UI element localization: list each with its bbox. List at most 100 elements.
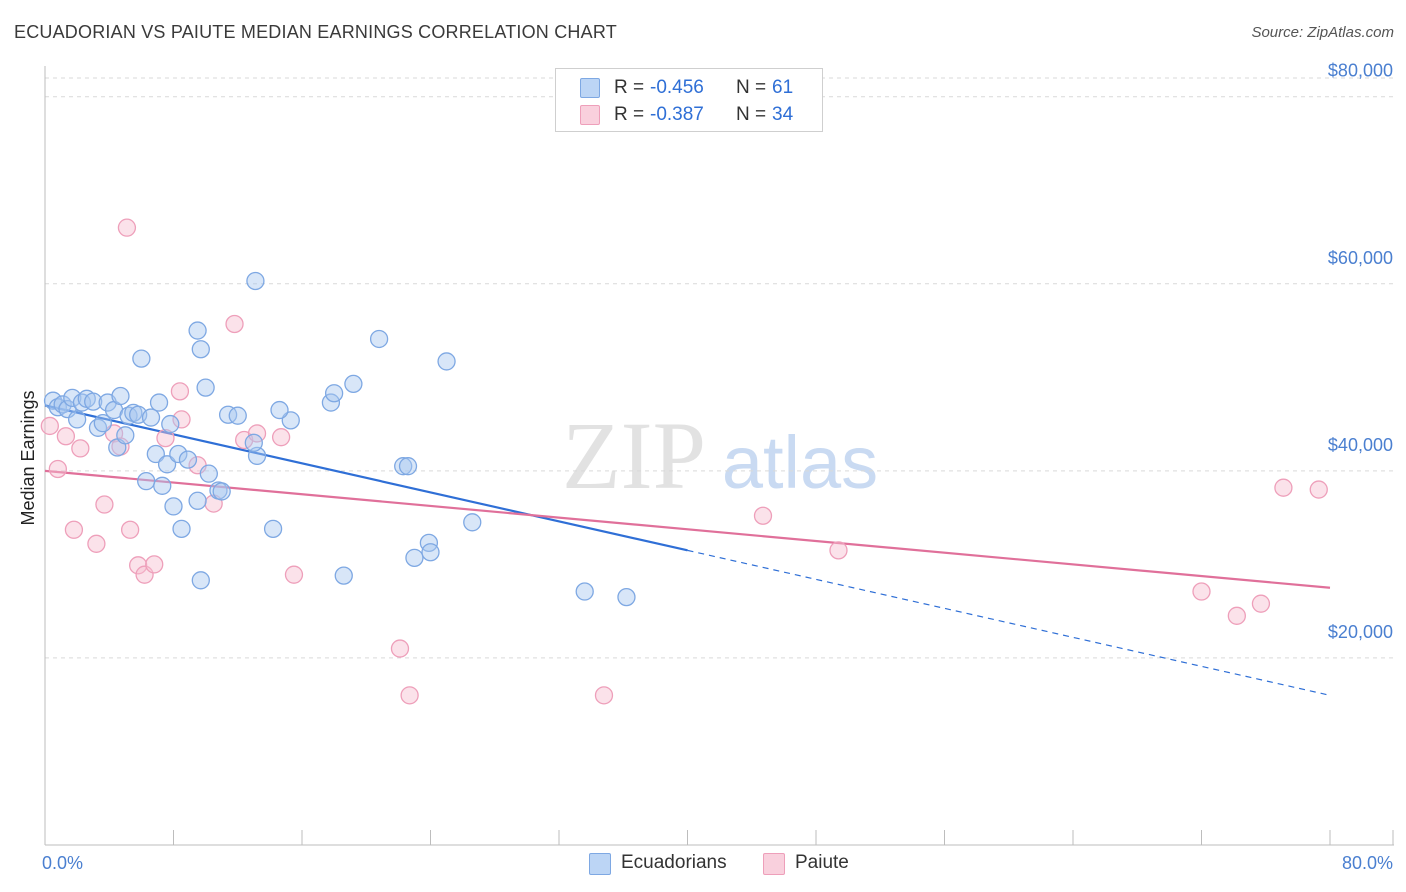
- paiute-point: [1192, 582, 1211, 601]
- y-axis-label: Median Earnings: [18, 390, 38, 525]
- ecuadorian-point: [137, 471, 156, 491]
- paiute-point: [56, 427, 76, 446]
- ecuadorian-trend-line: [44, 404, 688, 552]
- ecuadorian-point: [149, 393, 169, 412]
- ecuadorian-point: [405, 548, 424, 567]
- ecuadorian-point: [398, 457, 418, 476]
- ecuadorian-point: [178, 450, 198, 469]
- source-credit: Source: ZipAtlas.com: [1251, 24, 1394, 41]
- ecuadorian-point: [172, 519, 191, 538]
- legend-swatch-blue: [580, 78, 600, 98]
- paiute-point: [120, 520, 140, 539]
- ecuadorian-point: [188, 321, 207, 340]
- bottom-legend-swatch-pink: [763, 853, 785, 875]
- correlation-legend: R = -0.456 N = 61 R = -0.387 N = 34: [555, 68, 823, 132]
- paiute-point: [1274, 478, 1293, 497]
- paiute-point: [156, 428, 175, 448]
- paiute-point: [170, 382, 190, 401]
- y-tick-label: $20,000: [1328, 622, 1393, 642]
- ecuadorian-point: [199, 464, 218, 483]
- paiute-point: [71, 439, 90, 458]
- paiute-point: [95, 495, 114, 514]
- x-tick-label-min: 0.0%: [42, 853, 83, 873]
- bottom-legend-swatch-blue: [589, 853, 611, 875]
- ecuadorian-point: [63, 388, 82, 408]
- ecuadorian-point: [228, 406, 247, 425]
- data-points: [40, 218, 1328, 705]
- ecuadorian-point: [437, 352, 456, 371]
- ecuadorian-point: [146, 444, 165, 464]
- paiute-point: [829, 541, 848, 560]
- legend-r-value: -0.387: [650, 104, 704, 125]
- ecuadorian-point: [141, 408, 161, 427]
- ecuadorian-point: [419, 533, 439, 553]
- ecuadorian-point: [344, 374, 363, 394]
- grid-lines: [45, 77, 1394, 659]
- paiute-point: [284, 565, 304, 584]
- legend-n-value: 34: [772, 104, 794, 125]
- paiute-point: [48, 459, 67, 479]
- ecuadorian-point: [617, 587, 636, 607]
- ecuadorian-point: [218, 405, 238, 424]
- watermark-zip: ZIP: [562, 402, 706, 509]
- axis-ticks: $20,000 $40,000 $60,000 $80,000 0.0% 80.0%: [42, 61, 1393, 873]
- paiute-point: [145, 555, 164, 574]
- legend-n-label: N =: [736, 104, 767, 125]
- trend-lines: [44, 404, 1331, 696]
- paiute-point: [594, 686, 614, 705]
- ecuadorian-point: [188, 491, 207, 510]
- ecuadorian-point: [196, 378, 215, 397]
- legend-r-value: -0.456: [650, 77, 704, 98]
- paiute-point: [225, 314, 244, 334]
- ecuadorian-point: [169, 444, 188, 464]
- paiute-trend-line: [44, 469, 1331, 589]
- ecuadorian-point: [281, 411, 300, 430]
- legend-r-label: R =: [614, 104, 645, 125]
- watermark-atlas: atlas: [722, 421, 878, 504]
- bottom-legend-label: Ecuadorians: [621, 852, 727, 873]
- ecuadorian-point: [116, 426, 135, 445]
- paiute-point: [64, 520, 84, 539]
- legend-swatch-pink: [580, 105, 600, 125]
- ecuadorian-point: [244, 433, 263, 452]
- ecuadorian-point: [153, 476, 172, 495]
- paiute-point: [1227, 606, 1246, 625]
- ecuadorian-point: [575, 582, 594, 601]
- ecuadorian-point: [119, 406, 138, 425]
- paiute-point: [400, 686, 419, 705]
- watermark: ZIP atlas: [562, 402, 878, 509]
- paiute-point: [1251, 594, 1271, 613]
- paiute-point: [129, 556, 148, 575]
- ecuadorian-point: [191, 340, 210, 359]
- paiute-point: [40, 416, 59, 436]
- ecuadorian-point: [463, 513, 482, 532]
- legend-r-label: R =: [614, 77, 645, 98]
- paiute-point: [117, 218, 137, 237]
- paiute-point: [390, 639, 410, 658]
- ecuadorian-point: [111, 386, 130, 406]
- legend-n-value: 61: [772, 77, 794, 98]
- paiute-point: [753, 506, 773, 525]
- paiute-point: [271, 428, 291, 447]
- ecuadorian-point: [84, 392, 103, 411]
- ecuadorian-point: [263, 519, 283, 538]
- paiute-point: [1309, 480, 1328, 499]
- bottom-legend-label: Paiute: [795, 852, 849, 873]
- ecuadorian-point: [421, 543, 440, 562]
- ecuadorian-point: [270, 400, 289, 420]
- y-tick-label: $60,000: [1328, 248, 1393, 268]
- ecuadorian-point: [164, 497, 183, 516]
- ecuadorian-point: [212, 482, 231, 501]
- ecuadorian-point: [191, 571, 210, 590]
- ecuadorian-point: [93, 413, 112, 433]
- ecuadorian-point: [369, 329, 389, 349]
- axes: [44, 66, 1394, 846]
- ecuadorian-point: [157, 455, 177, 474]
- ecuadorian-point: [394, 457, 413, 476]
- legend-n-label: N =: [736, 77, 767, 98]
- y-tick-label: $40,000: [1328, 435, 1393, 455]
- ecuadorian-point: [246, 271, 265, 291]
- paiute-point: [172, 410, 191, 429]
- paiute-point: [87, 534, 106, 553]
